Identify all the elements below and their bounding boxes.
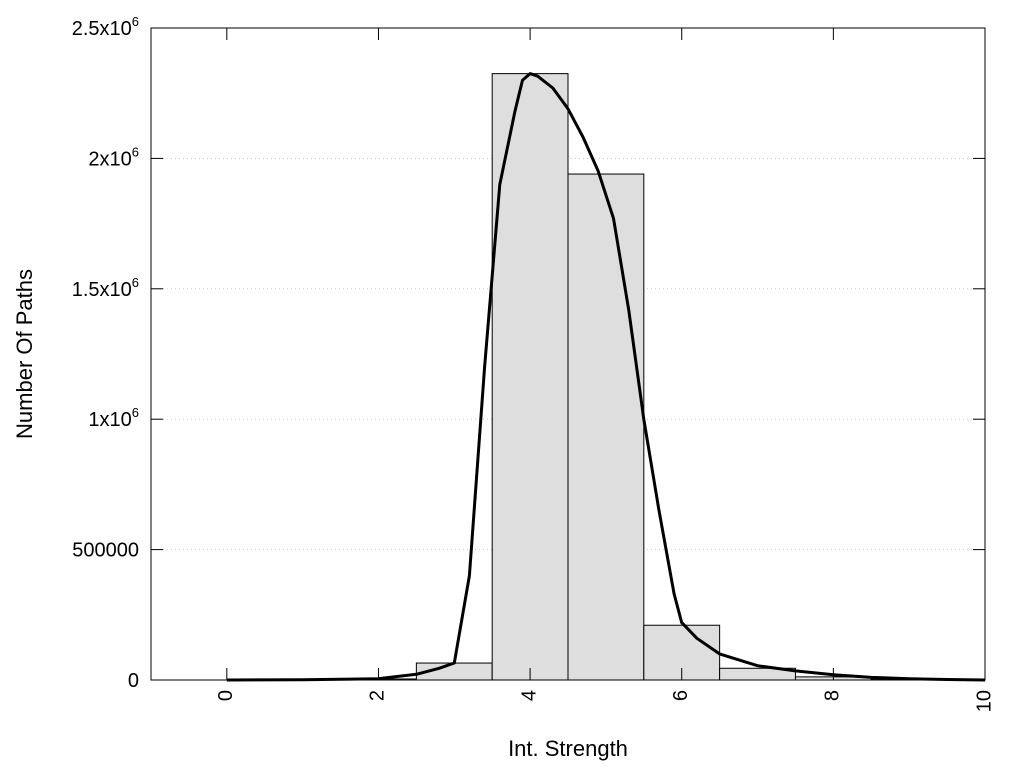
y-tick-label: 2.5x106 <box>72 14 139 40</box>
x-tick-label: 10 <box>973 690 995 712</box>
y-axis-ticks: 0 500000 1x106 1.5x106 2x106 2.5x106 <box>72 14 985 692</box>
x-tick-label: 2 <box>367 690 389 701</box>
fit-curve <box>226 72 986 682</box>
y-axis-label: Number Of Paths <box>12 269 37 439</box>
x-tick-label: 6 <box>670 690 692 701</box>
y-tick-label: 1x106 <box>88 405 139 431</box>
bars <box>264 73 986 681</box>
x-tick-label: 8 <box>822 690 844 701</box>
fit-curve-line <box>226 72 986 682</box>
histogram-bar <box>567 173 645 681</box>
plot-frame <box>150 27 986 681</box>
y-tick-label: 1.5x106 <box>72 275 139 301</box>
x-axis-ticks: 0 2 4 6 8 10 <box>215 28 995 712</box>
x-tick-label: 0 <box>215 690 237 701</box>
y-tick-label: 0 <box>128 670 139 692</box>
y-tick-label: 500000 <box>72 540 139 562</box>
y-tick-label: 2x106 <box>88 144 139 170</box>
x-tick-label: 4 <box>518 690 540 701</box>
x-axis-label: Int. Strength <box>508 736 628 761</box>
